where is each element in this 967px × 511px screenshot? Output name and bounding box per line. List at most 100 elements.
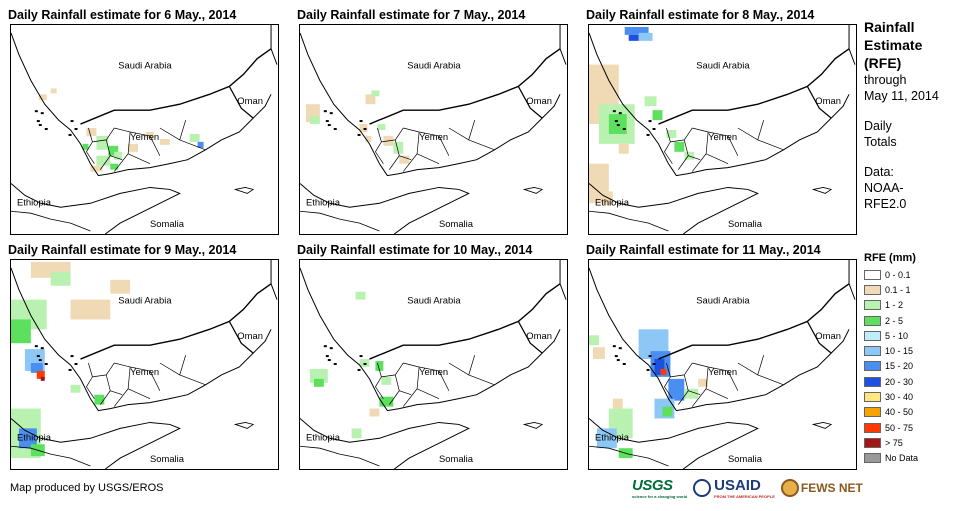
label-ethiopia: Ethiopia bbox=[17, 431, 52, 442]
island bbox=[34, 345, 38, 348]
legend-label: 2 - 5 bbox=[885, 315, 904, 326]
rainfall-cell bbox=[654, 359, 665, 375]
rainfall-cell bbox=[11, 319, 31, 344]
label-ethiopia: Ethiopia bbox=[306, 196, 341, 207]
island bbox=[359, 355, 363, 358]
rainfall-cell bbox=[36, 370, 45, 379]
rainfall-cell bbox=[159, 138, 170, 145]
rainfall-cell bbox=[660, 368, 667, 375]
legend-swatch bbox=[864, 315, 881, 326]
usgs-wordmark: USGS bbox=[632, 477, 673, 494]
rainfall-map: Saudi Arabia Oman Yemen Ethiopia Somalia bbox=[588, 24, 857, 235]
island bbox=[333, 128, 337, 130]
legend-swatch bbox=[864, 346, 881, 357]
border-oman bbox=[559, 25, 567, 65]
info-data-label: Data: bbox=[864, 165, 894, 179]
island bbox=[612, 345, 616, 348]
island bbox=[74, 363, 78, 365]
border-saudi-yemen bbox=[80, 48, 272, 125]
label-saudi: Saudi Arabia bbox=[118, 295, 172, 306]
legend-item: 40 - 50 bbox=[864, 405, 964, 420]
island bbox=[616, 124, 620, 127]
info-daily: Daily bbox=[864, 119, 892, 133]
map-panel-11-may: Daily Rainfall estimate for 11 May., 201… bbox=[586, 241, 861, 473]
label-somalia: Somalia bbox=[728, 453, 763, 464]
rainfall-cell bbox=[145, 131, 154, 138]
panel-title: Daily Rainfall estimate for 6 May., 2014 bbox=[8, 8, 237, 22]
label-saudi: Saudi Arabia bbox=[118, 60, 172, 71]
island bbox=[357, 133, 361, 136]
label-oman: Oman bbox=[526, 330, 552, 341]
legend-label: > 75 bbox=[885, 437, 903, 448]
rainfall-cell bbox=[50, 271, 71, 286]
island bbox=[327, 359, 331, 362]
socotra-island bbox=[522, 422, 544, 429]
map-panel-10-may: Daily Rainfall estimate for 10 May., 201… bbox=[297, 241, 572, 473]
rainfall-cell bbox=[114, 151, 123, 160]
rainfall-cell bbox=[371, 90, 380, 97]
legend-item: 20 - 30 bbox=[864, 374, 964, 389]
rainfall-cell bbox=[86, 128, 97, 136]
rainfall-cell bbox=[618, 143, 629, 154]
label-ethiopia: Ethiopia bbox=[595, 431, 630, 442]
label-ethiopia: Ethiopia bbox=[306, 431, 341, 442]
label-ethiopia: Ethiopia bbox=[17, 196, 52, 207]
border-ethiopia-somalia bbox=[300, 210, 380, 232]
africa-coast bbox=[11, 183, 181, 234]
rainfall-cell bbox=[365, 94, 376, 105]
island bbox=[622, 128, 626, 130]
legend-item: 2 - 5 bbox=[864, 313, 964, 328]
island bbox=[363, 128, 367, 130]
label-yemen: Yemen bbox=[708, 131, 737, 142]
socotra-island bbox=[233, 187, 255, 194]
rainfall-cell bbox=[38, 94, 47, 101]
rainfall-cell bbox=[652, 110, 663, 121]
legend-swatch bbox=[864, 407, 881, 418]
island bbox=[648, 120, 652, 123]
island bbox=[329, 112, 333, 115]
island bbox=[622, 363, 626, 365]
rainfall-cell bbox=[359, 124, 368, 132]
rainfall-cell bbox=[70, 299, 111, 320]
africa-coast bbox=[300, 418, 470, 469]
rainfall-cell bbox=[698, 378, 709, 387]
governorate-boundaries bbox=[375, 354, 495, 407]
rainfall-cell bbox=[90, 165, 103, 172]
label-saudi: Saudi Arabia bbox=[696, 60, 750, 71]
island bbox=[36, 355, 40, 358]
governorate-boundaries bbox=[86, 354, 206, 407]
rainfall-cell bbox=[612, 398, 623, 409]
info-data-source: RFE2.0 bbox=[864, 197, 907, 211]
rainfall-cell bbox=[592, 347, 605, 360]
governorate-boundaries bbox=[86, 119, 206, 172]
border-oman bbox=[559, 260, 567, 300]
island bbox=[325, 355, 329, 358]
coastline bbox=[589, 32, 850, 177]
rainfall-cell bbox=[684, 388, 699, 399]
governorate-boundaries bbox=[664, 119, 784, 172]
map-info: Rainfall Estimate (RFE) through May 11, … bbox=[864, 18, 964, 212]
island bbox=[646, 133, 650, 136]
label-somalia: Somalia bbox=[439, 218, 474, 229]
island bbox=[70, 120, 74, 123]
border-ethiopia-somalia bbox=[589, 445, 669, 467]
rainfall-map: Saudi Arabia Oman Yemen Ethiopia Somalia bbox=[299, 24, 568, 235]
rainfall-map: Saudi Arabia Oman Yemen Ethiopia Somalia bbox=[10, 259, 279, 470]
credit-text: Map produced by USGS/EROS bbox=[10, 482, 164, 494]
border-saudi-yemen bbox=[369, 48, 561, 125]
legend-item: 50 - 75 bbox=[864, 420, 964, 435]
coastline bbox=[300, 267, 561, 412]
panel-title: Daily Rainfall estimate for 7 May., 2014 bbox=[297, 8, 526, 22]
border-oman bbox=[270, 25, 278, 65]
island bbox=[333, 363, 337, 365]
map-panel-8-may: Daily Rainfall estimate for 8 May., 2014… bbox=[586, 6, 861, 238]
island bbox=[68, 368, 72, 371]
island bbox=[618, 112, 622, 115]
panel-title: Daily Rainfall estimate for 10 May., 201… bbox=[297, 243, 533, 257]
island bbox=[323, 110, 327, 113]
socotra-island bbox=[233, 422, 255, 429]
africa-coast bbox=[589, 183, 759, 234]
rainfall-cell bbox=[313, 378, 324, 387]
border-ethiopia-somalia bbox=[300, 445, 380, 467]
rainfall-cell bbox=[40, 376, 45, 381]
